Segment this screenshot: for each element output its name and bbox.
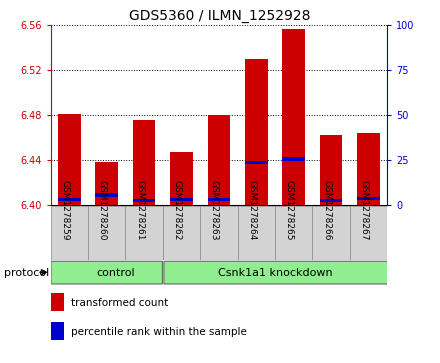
Bar: [88, 206, 125, 260]
Text: protocol: protocol: [4, 268, 49, 278]
Bar: [357, 197, 380, 200]
Bar: [58, 114, 81, 205]
Text: GSM1278264: GSM1278264: [247, 180, 256, 240]
Bar: [320, 199, 342, 202]
Bar: [245, 161, 268, 164]
Bar: [238, 206, 275, 260]
Text: GSM1278263: GSM1278263: [210, 180, 219, 240]
FancyBboxPatch shape: [164, 261, 388, 284]
Bar: [163, 206, 200, 260]
Bar: [200, 206, 238, 260]
Bar: [58, 198, 81, 201]
Text: GSM1278266: GSM1278266: [322, 180, 331, 240]
Bar: [245, 59, 268, 205]
Bar: [51, 206, 88, 260]
Text: GSM1278261: GSM1278261: [135, 180, 144, 240]
Text: GSM1278260: GSM1278260: [98, 180, 107, 240]
Text: GSM1278262: GSM1278262: [172, 180, 181, 240]
Bar: [312, 206, 350, 260]
Bar: [170, 152, 193, 205]
Bar: [133, 120, 155, 205]
Bar: [51, 322, 64, 340]
Text: transformed count: transformed count: [71, 298, 168, 308]
Bar: [282, 158, 305, 161]
Bar: [320, 135, 342, 205]
Bar: [208, 198, 230, 201]
Text: control: control: [97, 268, 136, 278]
Bar: [95, 193, 118, 197]
Bar: [95, 162, 118, 205]
Bar: [51, 293, 64, 311]
Text: GDS5360 / ILMN_1252928: GDS5360 / ILMN_1252928: [129, 9, 311, 23]
Bar: [357, 133, 380, 205]
Bar: [133, 199, 155, 202]
Text: Csnk1a1 knockdown: Csnk1a1 knockdown: [218, 268, 332, 278]
Text: percentile rank within the sample: percentile rank within the sample: [71, 327, 247, 337]
Bar: [125, 206, 163, 260]
FancyBboxPatch shape: [51, 261, 162, 284]
Bar: [350, 206, 387, 260]
Bar: [208, 115, 230, 205]
Bar: [282, 29, 305, 205]
Bar: [275, 206, 312, 260]
Text: GSM1278267: GSM1278267: [359, 180, 368, 240]
Text: GSM1278259: GSM1278259: [60, 180, 70, 240]
Bar: [170, 198, 193, 201]
Text: GSM1278265: GSM1278265: [285, 180, 294, 240]
